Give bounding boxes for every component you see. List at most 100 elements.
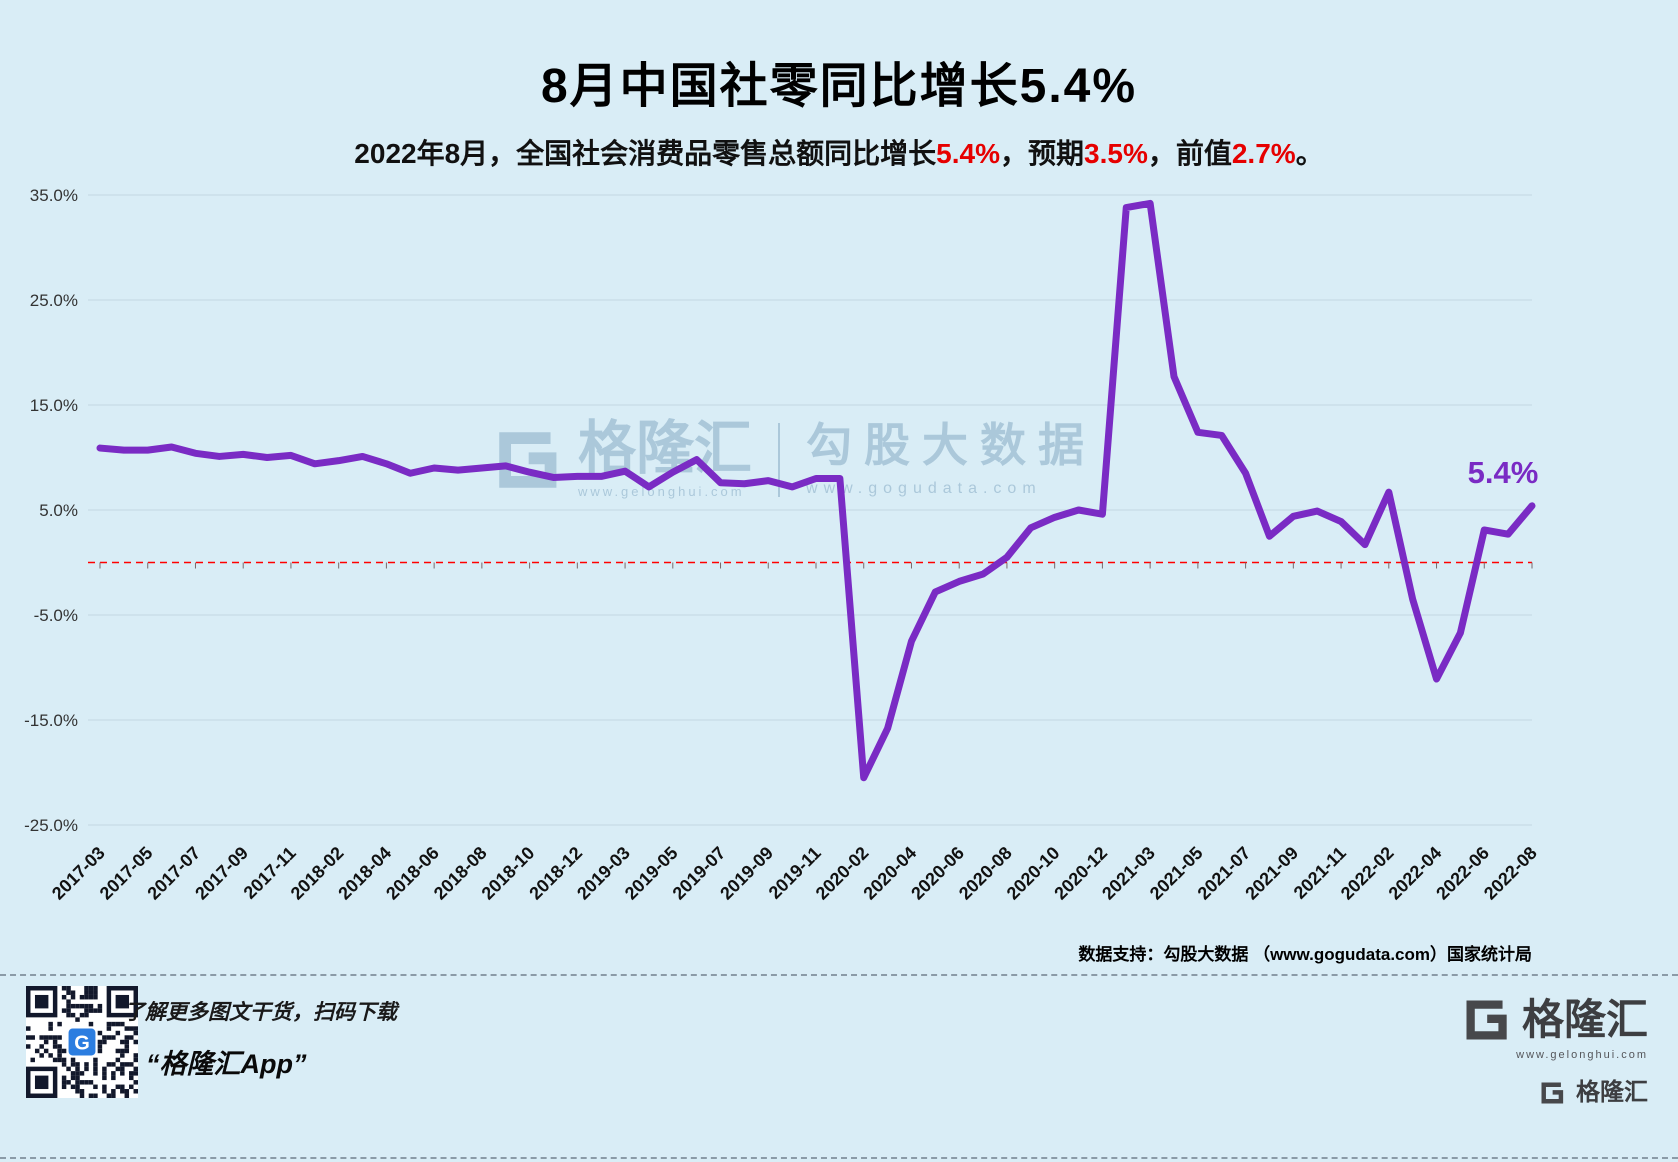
qr-module <box>61 1075 67 1081</box>
qr-module <box>48 1021 53 1027</box>
qr-module <box>52 1039 58 1045</box>
qr-module <box>120 1084 125 1090</box>
bottom-separator <box>0 1157 1678 1159</box>
qr-module <box>120 1071 125 1076</box>
qr-module <box>70 1075 76 1081</box>
qr-module <box>68 1028 96 1056</box>
qr-module <box>84 1008 89 1013</box>
qr-module <box>84 1062 89 1067</box>
qr-module <box>93 1093 98 1098</box>
watermark-brand: 格隆汇 www.gelonghui.com <box>490 420 752 499</box>
qr-module <box>111 1021 116 1027</box>
qr-module <box>70 1057 76 1063</box>
qr-module <box>70 1003 76 1009</box>
watermark-brand-url: www.gelonghui.com <box>578 484 745 499</box>
qr-module <box>70 990 76 995</box>
qr-module <box>57 1044 62 1049</box>
y-tick-label: 35.0% <box>30 186 78 205</box>
qr-module <box>61 1062 67 1067</box>
qr-module <box>133 1039 138 1045</box>
qr-module <box>57 1021 62 1027</box>
qr-module <box>79 1012 85 1018</box>
qr-module <box>66 990 71 995</box>
qr-module <box>75 1066 80 1072</box>
gelonghui-logo-icon <box>1541 1082 1564 1104</box>
watermark-divider <box>778 422 781 497</box>
qr-module <box>93 1066 98 1072</box>
qr-module <box>124 1062 130 1067</box>
qr-module <box>106 1026 112 1031</box>
qr-module <box>124 1093 130 1098</box>
qr-module <box>43 1035 49 1040</box>
qr-module <box>61 1080 67 1085</box>
qr-module <box>66 1080 71 1085</box>
page-title: 8月中国社零同比增长5.4% <box>540 60 1138 113</box>
brand-block: 格隆汇 www.gelonghui.com 格隆汇 <box>1460 994 1648 1107</box>
qr-module <box>102 1089 107 1094</box>
qr-module <box>75 1084 80 1090</box>
gelonghui-logo-icon <box>1466 1000 1507 1040</box>
qr-module <box>34 994 49 1009</box>
series-line <box>96 199 1536 782</box>
qr-module <box>26 1026 31 1031</box>
qr-module <box>124 1048 130 1054</box>
qr-module <box>79 1093 85 1098</box>
qr-module <box>115 1066 121 1072</box>
qr-module <box>39 1035 44 1040</box>
qr-module <box>133 1053 138 1058</box>
qr-module <box>120 1021 125 1027</box>
qr-code: G <box>26 986 138 1098</box>
y-tick-label: -5.0% <box>34 606 78 625</box>
qr-module <box>52 1035 58 1040</box>
qr-module <box>52 1044 58 1049</box>
brand-name-small: 格隆汇 <box>1576 1079 1648 1106</box>
qr-module <box>133 1026 138 1031</box>
brand-name: 格隆汇 <box>1521 996 1648 1043</box>
qr-module <box>61 1057 67 1063</box>
qr-module <box>97 1048 103 1054</box>
qr-module <box>66 986 71 991</box>
qr-module <box>26 1035 31 1040</box>
qr-module <box>43 1039 49 1045</box>
qr-module <box>102 1035 107 1040</box>
qr-module <box>115 1048 121 1054</box>
qr-module <box>129 1075 134 1081</box>
y-tick-label: 5.0% <box>39 501 78 520</box>
x-tick-label: 2019-09 <box>716 843 777 904</box>
watermark-brand-name: 格隆汇 <box>578 416 753 481</box>
qr-module <box>84 1066 89 1072</box>
qr-module <box>57 1035 62 1040</box>
qr-caption: 了解更多图文干货，扫码下载 <box>124 1001 397 1024</box>
qr-module <box>48 1035 53 1040</box>
qr-module <box>111 1089 116 1094</box>
y-tick-label: 15.0% <box>30 396 78 415</box>
subtitle: 2022年8月，全国社会消费品零售总额同比增长5.4%，预期3.5%，前值2.7… <box>0 132 1678 172</box>
qr-module <box>61 1048 67 1054</box>
brand-url: www.gelonghui.com <box>1516 1049 1648 1061</box>
subtitle-text: 2022年8月，全国社会消费品零售总额同比增长 <box>354 138 937 169</box>
qr-module <box>120 1053 125 1058</box>
qr-module <box>106 1021 112 1027</box>
qr-module <box>84 994 89 1000</box>
y-tick-label: -15.0% <box>24 711 78 730</box>
qr-module <box>88 1080 94 1085</box>
qr-module <box>97 1008 103 1013</box>
qr-module <box>93 990 98 995</box>
watermark: 格隆汇 www.gelonghui.com 勾股大数据 www.gogudata… <box>490 420 1096 499</box>
qr-module <box>97 1030 103 1036</box>
qr-module <box>106 1093 112 1098</box>
qr-module <box>66 1012 71 1018</box>
watermark-datasource-name: 勾股大数据 <box>806 418 1097 471</box>
qr-module <box>61 1008 67 1013</box>
qr-module <box>124 1044 130 1049</box>
qr-module <box>129 1026 134 1031</box>
gelonghui-logo-icon <box>499 431 557 488</box>
qr-module <box>30 1057 35 1063</box>
qr-module <box>84 1080 89 1085</box>
qr-module <box>84 1012 89 1018</box>
qr-module <box>102 1039 107 1045</box>
qr-module <box>88 990 94 995</box>
qr-module <box>75 1071 80 1076</box>
line-chart: 35.0% 25.0% 15.0% 5.0% -5.0% -15.0% -25.0% 2017… <box>24 186 1541 904</box>
qr-module <box>124 1089 130 1094</box>
